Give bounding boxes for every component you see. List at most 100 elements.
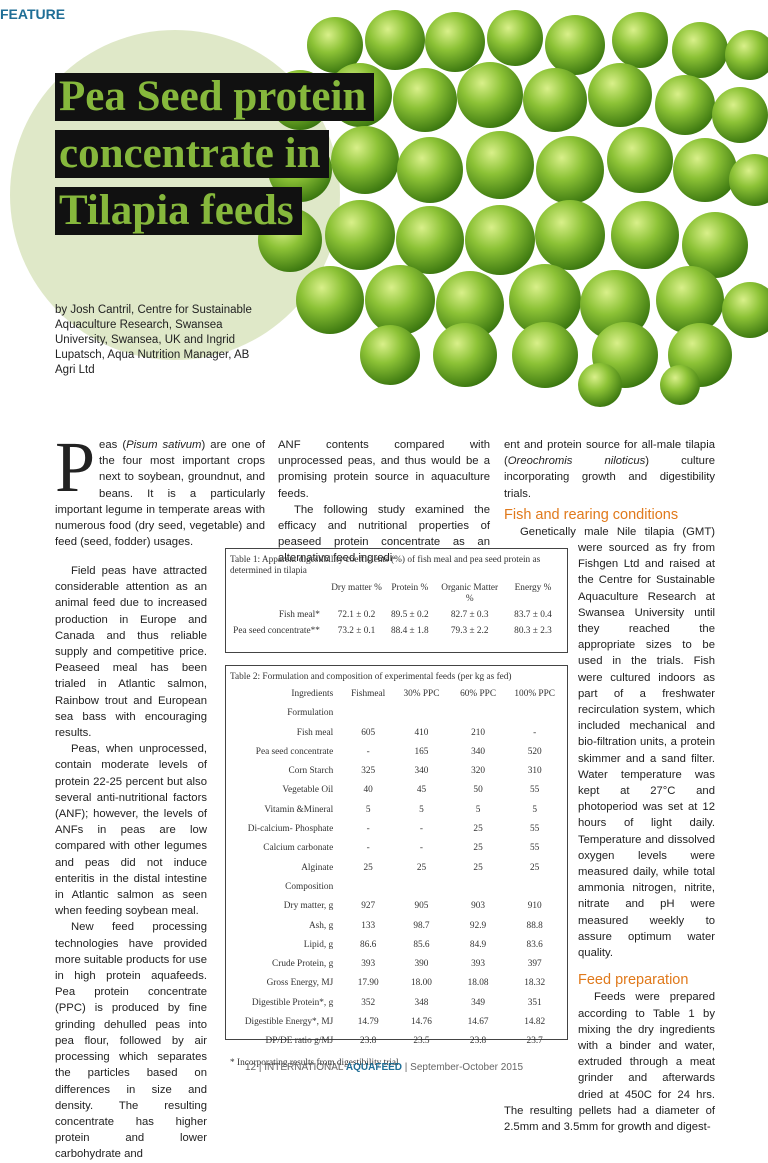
paragraph: ANF contents compared with unprocessed p…	[278, 439, 490, 500]
table-cell	[230, 583, 330, 610]
table-cell: 18.00	[411, 978, 432, 989]
table-header-row: Dry matter % Protein % Organic Matter % Ene…	[230, 583, 563, 610]
table-cell: 55	[530, 824, 540, 835]
table-cell: Digestible Protein*, g	[251, 997, 334, 1008]
table-cell: Formulation	[287, 708, 334, 719]
table-row: Vegetable Oil 40 45 50 55	[230, 785, 563, 804]
title-line: Pea Seed protein	[55, 73, 375, 121]
table-cell: 25	[473, 824, 483, 835]
table-cell: -	[366, 843, 370, 854]
table-cell: 18.32	[524, 978, 546, 989]
table-cell: 927	[361, 901, 376, 912]
table-cell: Pea seed concentrate**	[233, 626, 320, 636]
table-cell: 25	[530, 862, 540, 873]
table-grid: Dry matter % Protein % Organic Matter % Ene…	[230, 583, 563, 642]
table-cell: 40	[363, 785, 373, 796]
byline: by Josh Cantril, Centre for Sustainable …	[55, 304, 252, 376]
table-row: Composition	[230, 882, 563, 901]
paragraph: New feed processing technologies have pr…	[55, 921, 207, 1161]
table-cell: 320	[471, 766, 486, 777]
table-row: Pea seed concentrate** 73.2 ± 0.1 88.4 ± 1…	[230, 626, 563, 642]
table-cell: 14.76	[411, 1017, 432, 1028]
table-cell: Digestible Energy*, MJ	[244, 1017, 334, 1028]
table-header-row: Ingredients Fishmeal 30% PPC 60% PPC 100% PP…	[230, 689, 563, 708]
table-cell: 5	[475, 804, 481, 815]
table-cell: 23.7	[526, 1036, 543, 1047]
table-cell: Lipid, g	[303, 939, 334, 950]
table-cell: Fishmeal	[351, 689, 386, 699]
table-cell: 310	[527, 766, 542, 777]
table-cell: 25	[473, 843, 483, 854]
table-row: Gross Energy, MJ 17.90 18.00 18.08 18.32	[230, 978, 563, 997]
table-cell: 89.5 ± 0.2	[390, 610, 429, 620]
table-cell: Vegetable Oil	[282, 785, 334, 796]
table-row: Digestible Energy*, MJ 14.79 14.76 14.67 14.…	[230, 1017, 563, 1036]
section-heading: Feed preparation	[578, 972, 689, 989]
table-row: Di-calcium- Phosphate - - 25 55	[230, 824, 563, 843]
section-label: FEATURE	[0, 6, 66, 22]
table-cell: 910	[527, 901, 542, 912]
table-cell: 50	[473, 785, 483, 796]
text: 12 | INTERNATIONAL	[244, 1062, 346, 1073]
table-cell: Pea seed concentrate	[255, 746, 334, 757]
table-cell: 45	[416, 785, 427, 796]
table-caption: Table 2: Formulation and composition of …	[230, 672, 512, 682]
table-row: Dry matter, g 927 905 903 910	[230, 901, 563, 920]
table-cell: 23.8	[469, 1036, 487, 1047]
text: eas (	[99, 439, 127, 451]
table-grid: Ingredients Fishmeal 30% PPC 60% PPC 100% PP…	[230, 689, 563, 1056]
table-cell: 100% PPC	[514, 689, 555, 699]
table-cell: 605	[361, 727, 376, 738]
table-cell: Energy %	[514, 583, 552, 593]
table-cell: 393	[361, 959, 376, 970]
table-cell: 18.08	[467, 978, 489, 989]
table-cell: 25	[473, 862, 483, 873]
artwork	[10, 10, 768, 407]
table-cell: Organic Matter %	[441, 583, 499, 604]
table-cell: 82.7 ± 0.3	[450, 610, 489, 620]
table-cell: -	[533, 727, 537, 738]
paragraph: Genetically male Nile tilapia (GMT) were…	[520, 525, 715, 960]
table-cell: 30% PPC	[403, 689, 440, 699]
table-cell: 390	[414, 959, 429, 970]
table-cell: 14.82	[524, 1017, 546, 1028]
table-cell: 80.3 ± 2.3	[514, 626, 552, 636]
table-row: Fish meal* 72.1 ± 0.2 89.5 ± 0.2 82.7 ± 0.3…	[230, 610, 563, 626]
paragraph: ent and protein source for all-male tila…	[504, 437, 715, 502]
table-cell: 340	[471, 746, 486, 757]
column: ANF contents compared with unprocessed p…	[278, 437, 490, 567]
table-cell: 903	[471, 901, 486, 912]
section-heading: Fish and rearing conditions	[504, 506, 679, 523]
table-cell: 88.4 ± 1.8	[390, 626, 429, 636]
title-line: Tilapia feeds	[55, 187, 302, 235]
page-body: FEATURE Pea Seed protein concentrate in …	[0, 6, 768, 1161]
table-cell: 73.2 ± 0.1	[337, 626, 376, 636]
table-cell: -	[419, 824, 424, 835]
table-cell: 520	[527, 746, 542, 757]
table-cell: 25	[363, 862, 373, 873]
table-row: Calcium carbonate - - 25 55	[230, 843, 563, 862]
paragraph: Field peas have attracted considerable a…	[55, 565, 207, 740]
title-line: concentrate in	[55, 130, 329, 178]
table-cell: 92.9	[469, 920, 487, 931]
text: ) culture incorporating growth and diges…	[504, 455, 715, 500]
table-cell: Fish meal	[296, 727, 334, 738]
table-cell: 83.7 ± 0.4	[514, 610, 552, 620]
table-cell: Di-calcium- Phosphate	[247, 824, 334, 835]
text: ent and protein source for all-male tila…	[504, 439, 715, 468]
table-row: Vitamin &Mineral 5 5 5 5	[230, 805, 563, 824]
table-row: Corn Starch 325 340 320 310	[230, 766, 563, 785]
table-footnote: * Incorporating results from digestibili…	[230, 1057, 399, 1068]
table-row: Fish meal 605 410 210 -	[230, 728, 563, 747]
intro: P eas (Pisum sativum) are one of the fou…	[55, 431, 265, 550]
table-cell: Alginate	[301, 862, 334, 873]
table-cell: 84.9	[469, 939, 487, 950]
table-cell: Gross Energy, MJ	[266, 978, 334, 989]
table: Table 1: Apparent digestibility coeffici…	[225, 548, 568, 653]
text: | September-October 2015	[402, 1062, 524, 1073]
table-cell: 72.1 ± 0.2	[337, 610, 376, 620]
table-row: Ash, g 133 98.7 92.9 88.8	[230, 921, 563, 940]
table-row: Pea seed concentrate - 165 340 520	[230, 747, 563, 766]
table-cell: Dry matter, g	[283, 901, 334, 912]
table-cell: -	[419, 843, 424, 854]
